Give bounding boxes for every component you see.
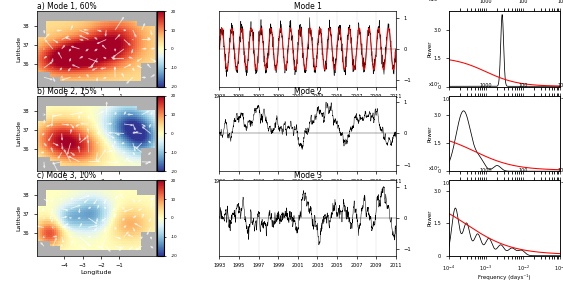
Y-axis label: Latitude: Latitude	[16, 205, 21, 231]
Y-axis label: Latitude: Latitude	[16, 36, 21, 62]
X-axis label: Frequency (days⁻¹): Frequency (days⁻¹)	[478, 189, 531, 196]
Y-axis label: Power: Power	[427, 210, 432, 226]
X-axis label: Longitude: Longitude	[81, 270, 112, 275]
Text: a) Mode 1, 60%: a) Mode 1, 60%	[37, 2, 96, 11]
Y-axis label: Power: Power	[427, 41, 432, 57]
Text: x10⁵: x10⁵	[429, 0, 440, 2]
Y-axis label: Power: Power	[427, 125, 432, 142]
Title: Mode 3: Mode 3	[294, 171, 321, 180]
Text: b) Mode 2, 15%: b) Mode 2, 15%	[37, 87, 96, 96]
X-axis label: Frequency (days⁻¹): Frequency (days⁻¹)	[478, 105, 531, 111]
X-axis label: Frequency (days⁻¹): Frequency (days⁻¹)	[478, 274, 531, 280]
Y-axis label: Latitude: Latitude	[16, 121, 21, 146]
Text: x10⁵: x10⁵	[429, 166, 440, 171]
Title: Mode 1: Mode 1	[294, 2, 321, 11]
Title: Mode 2: Mode 2	[294, 87, 321, 96]
Text: c) Mode 3, 10%: c) Mode 3, 10%	[37, 171, 96, 180]
Text: x10⁵: x10⁵	[429, 82, 440, 87]
